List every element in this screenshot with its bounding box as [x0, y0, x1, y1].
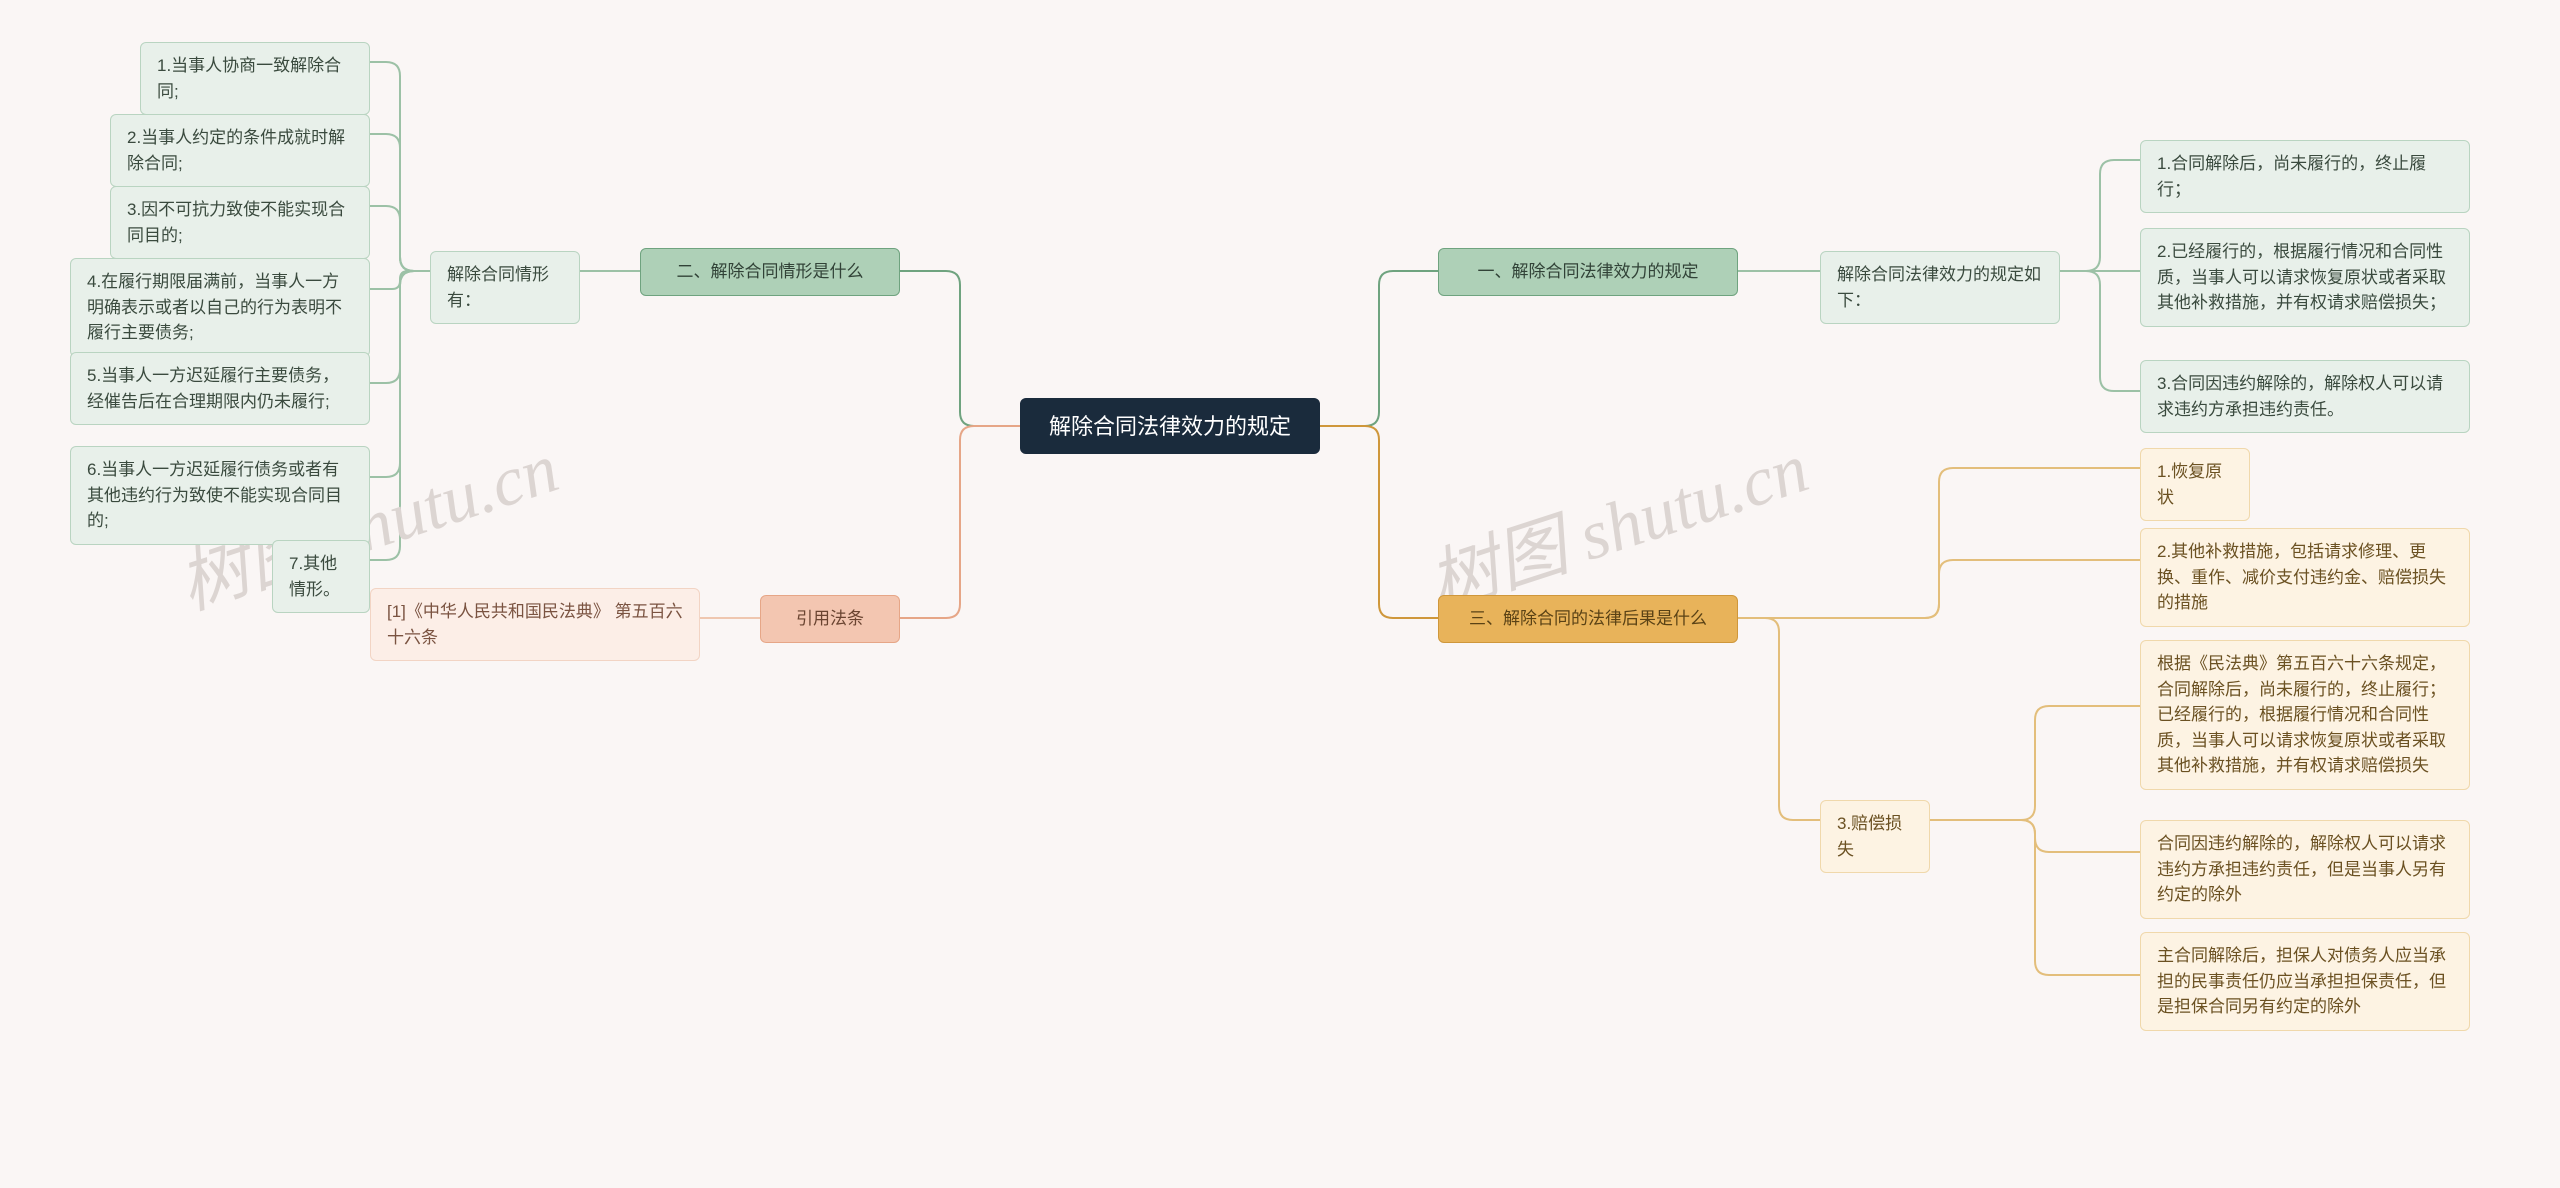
- node-label: 1.恢复原状: [2157, 459, 2233, 510]
- node-label: 2.其他补救措施，包括请求修理、更换、重作、减价支付违约金、赔偿损失的措施: [2157, 539, 2453, 616]
- node-b2s2[interactable]: 2.当事人约定的条件成就时解除合同;: [110, 114, 370, 187]
- node-b2[interactable]: 二、解除合同情形是什么: [640, 248, 900, 296]
- connector: [370, 206, 430, 271]
- node-b1s1[interactable]: 1.合同解除后，尚未履行的，终止履行；: [2140, 140, 2470, 213]
- connector: [370, 271, 430, 560]
- node-label: 3.因不可抗力致使不能实现合同目的;: [127, 197, 353, 248]
- node-b2s7[interactable]: 7.其他情形。: [272, 540, 370, 613]
- node-label: 根据《民法典》第五百六十六条规定，合同解除后，尚未履行的，终止履行；已经履行的，…: [2157, 651, 2453, 779]
- node-label: 解除合同情形有：: [447, 262, 563, 313]
- node-label: 6.当事人一方迟延履行债务或者有其他违约行为致使不能实现合同目的;: [87, 457, 353, 534]
- node-b2s[interactable]: 解除合同情形有：: [430, 251, 580, 324]
- node-label: 主合同解除后，担保人对债务人应当承担的民事责任仍应当承担担保责任，但是担保合同另…: [2157, 943, 2453, 1020]
- connector: [900, 426, 1020, 618]
- connector: [2060, 271, 2140, 391]
- node-label: 2.已经履行的，根据履行情况和合同性质，当事人可以请求恢复原状或者采取其他补救措…: [2157, 239, 2453, 316]
- node-b3b[interactable]: 2.其他补救措施，包括请求修理、更换、重作、减价支付违约金、赔偿损失的措施: [2140, 528, 2470, 627]
- node-label: 1.合同解除后，尚未履行的，终止履行；: [2157, 151, 2453, 202]
- node-root[interactable]: 解除合同法律效力的规定: [1020, 398, 1320, 454]
- node-label: 合同因违约解除的，解除权人可以请求违约方承担违约责任，但是当事人另有约定的除外: [2157, 831, 2453, 908]
- node-label: 引用法条: [796, 606, 864, 632]
- node-label: 解除合同法律效力的规定如下：: [1837, 262, 2043, 313]
- node-label: 三、解除合同的法律后果是什么: [1469, 606, 1707, 632]
- node-b1s[interactable]: 解除合同法律效力的规定如下：: [1820, 251, 2060, 324]
- connector: [1320, 426, 1438, 618]
- connector: [1930, 706, 2140, 820]
- node-b4a[interactable]: [1]《中华人民共和国民法典》 第五百六十六条: [370, 588, 700, 661]
- node-label: 解除合同法律效力的规定: [1049, 410, 1291, 443]
- connector: [1930, 820, 2140, 975]
- node-label: 2.当事人约定的条件成就时解除合同;: [127, 125, 353, 176]
- node-b3c2[interactable]: 合同因违约解除的，解除权人可以请求违约方承担违约责任，但是当事人另有约定的除外: [2140, 820, 2470, 919]
- node-b2s5[interactable]: 5.当事人一方迟延履行主要债务，经催告后在合理期限内仍未履行;: [70, 352, 370, 425]
- node-b3a[interactable]: 1.恢复原状: [2140, 448, 2250, 521]
- node-label: 5.当事人一方迟延履行主要债务，经催告后在合理期限内仍未履行;: [87, 363, 353, 414]
- node-b1[interactable]: 一、解除合同法律效力的规定: [1438, 248, 1738, 296]
- node-b3c[interactable]: 3.赔偿损失: [1820, 800, 1930, 873]
- node-b3[interactable]: 三、解除合同的法律后果是什么: [1438, 595, 1738, 643]
- connector: [1738, 560, 2140, 618]
- node-label: 7.其他情形。: [289, 551, 353, 602]
- node-b3c3[interactable]: 主合同解除后，担保人对债务人应当承担的民事责任仍应当承担担保责任，但是担保合同另…: [2140, 932, 2470, 1031]
- node-label: 一、解除合同法律效力的规定: [1478, 259, 1699, 285]
- node-label: 3.赔偿损失: [1837, 811, 1913, 862]
- connector: [1738, 618, 1820, 820]
- node-b1s3[interactable]: 3.合同因违约解除的，解除权人可以请求违约方承担违约责任。: [2140, 360, 2470, 433]
- node-label: [1]《中华人民共和国民法典》 第五百六十六条: [387, 599, 683, 650]
- connector: [900, 271, 1020, 426]
- node-b1s2[interactable]: 2.已经履行的，根据履行情况和合同性质，当事人可以请求恢复原状或者采取其他补救措…: [2140, 228, 2470, 327]
- node-b2s4[interactable]: 4.在履行期限届满前，当事人一方明确表示或者以自己的行为表明不履行主要债务;: [70, 258, 370, 357]
- connector: [2060, 160, 2140, 271]
- node-b2s1[interactable]: 1.当事人协商一致解除合同;: [140, 42, 370, 115]
- node-b3c1[interactable]: 根据《民法典》第五百六十六条规定，合同解除后，尚未履行的，终止履行；已经履行的，…: [2140, 640, 2470, 790]
- node-label: 3.合同因违约解除的，解除权人可以请求违约方承担违约责任。: [2157, 371, 2453, 422]
- node-b2s3[interactable]: 3.因不可抗力致使不能实现合同目的;: [110, 186, 370, 259]
- node-label: 1.当事人协商一致解除合同;: [157, 53, 353, 104]
- node-label: 二、解除合同情形是什么: [677, 259, 864, 285]
- connector: [1320, 271, 1438, 426]
- node-label: 4.在履行期限届满前，当事人一方明确表示或者以自己的行为表明不履行主要债务;: [87, 269, 353, 346]
- node-b4[interactable]: 引用法条: [760, 595, 900, 643]
- node-b2s6[interactable]: 6.当事人一方迟延履行债务或者有其他违约行为致使不能实现合同目的;: [70, 446, 370, 545]
